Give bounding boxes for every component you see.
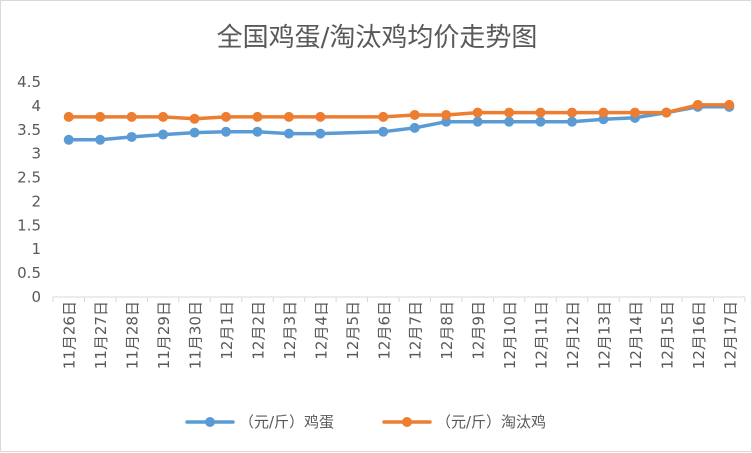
x-tick-label: 11月30日 bbox=[187, 301, 205, 369]
x-tick-label: 12月6日 bbox=[375, 301, 393, 360]
x-tick-label: 12月10日 bbox=[501, 301, 519, 369]
legend-marker-1 bbox=[402, 417, 412, 427]
data-point bbox=[535, 116, 546, 127]
y-tick-label: 2 bbox=[31, 192, 41, 210]
data-point bbox=[315, 111, 326, 122]
data-point bbox=[221, 111, 231, 122]
data-point bbox=[409, 109, 420, 120]
x-tick-label: 12月15日 bbox=[658, 301, 676, 369]
x-tick-label: 12月4日 bbox=[312, 301, 330, 360]
x-tick-label: 12月1日 bbox=[218, 301, 236, 360]
data-point bbox=[567, 107, 577, 118]
x-tick-label: 11月29日 bbox=[155, 301, 173, 369]
x-tick-label: 12月14日 bbox=[627, 301, 645, 369]
data-point bbox=[126, 111, 137, 122]
data-point bbox=[441, 109, 452, 120]
data-point bbox=[567, 116, 577, 127]
data-point bbox=[95, 111, 106, 122]
x-tick-label: 12月13日 bbox=[595, 301, 613, 369]
y-tick-label: 0 bbox=[31, 288, 41, 306]
x-tick-label: 12月11日 bbox=[533, 301, 551, 369]
x-tick-label: 12月3日 bbox=[281, 301, 299, 360]
data-point bbox=[724, 99, 735, 110]
y-tick-label: 1 bbox=[31, 240, 41, 258]
data-point bbox=[504, 116, 515, 127]
data-point bbox=[535, 107, 546, 118]
data-point bbox=[692, 99, 703, 110]
x-tick-label: 12月9日 bbox=[470, 301, 488, 360]
x-tick-label: 11月27日 bbox=[92, 301, 110, 369]
data-point bbox=[378, 126, 389, 137]
x-tick-label: 12月12日 bbox=[564, 301, 582, 369]
x-tick-label: 12月8日 bbox=[438, 301, 456, 360]
data-point bbox=[95, 134, 106, 145]
x-tick-label: 12月7日 bbox=[407, 301, 425, 360]
data-point bbox=[315, 128, 326, 139]
legend-label-0: （元/斤）鸡蛋 bbox=[239, 413, 334, 431]
x-tick-label: 12月5日 bbox=[344, 301, 362, 360]
data-point bbox=[283, 128, 294, 139]
data-point bbox=[158, 111, 169, 122]
x-tick-label: 12月2日 bbox=[249, 301, 267, 360]
data-point bbox=[504, 107, 515, 118]
y-tick-label: 3 bbox=[31, 145, 41, 163]
chart-title: 全国鸡蛋/淘汰鸡均价走势图 bbox=[217, 23, 538, 53]
data-point bbox=[472, 116, 483, 127]
y-tick-label: 3.5 bbox=[17, 121, 41, 139]
data-point bbox=[252, 111, 263, 122]
legend-label-1: （元/斤）淘汰鸡 bbox=[436, 413, 546, 431]
y-tick-label: 0.5 bbox=[17, 264, 41, 282]
data-point bbox=[252, 126, 263, 137]
data-point bbox=[629, 107, 640, 118]
data-point bbox=[189, 113, 200, 124]
data-point bbox=[283, 111, 294, 122]
data-point bbox=[378, 111, 389, 122]
data-point bbox=[158, 129, 169, 140]
y-tick-label: 1.5 bbox=[17, 216, 41, 234]
data-point bbox=[126, 131, 137, 142]
y-tick-label: 2.5 bbox=[17, 169, 41, 187]
data-point bbox=[63, 111, 74, 122]
data-point bbox=[409, 122, 420, 133]
data-point bbox=[221, 126, 231, 137]
data-point bbox=[63, 134, 74, 145]
x-tick-label: 12月17日 bbox=[721, 301, 739, 369]
y-tick-label: 4 bbox=[31, 97, 41, 115]
y-tick-label: 4.5 bbox=[17, 73, 41, 91]
x-tick-label: 12月16日 bbox=[690, 301, 708, 369]
x-tick-label: 11月28日 bbox=[124, 301, 142, 369]
data-point bbox=[472, 107, 483, 118]
x-tick-label: 11月26日 bbox=[61, 301, 79, 369]
data-point bbox=[598, 107, 609, 118]
data-point bbox=[189, 127, 200, 138]
legend-marker-0 bbox=[205, 417, 215, 427]
data-point bbox=[661, 107, 672, 118]
